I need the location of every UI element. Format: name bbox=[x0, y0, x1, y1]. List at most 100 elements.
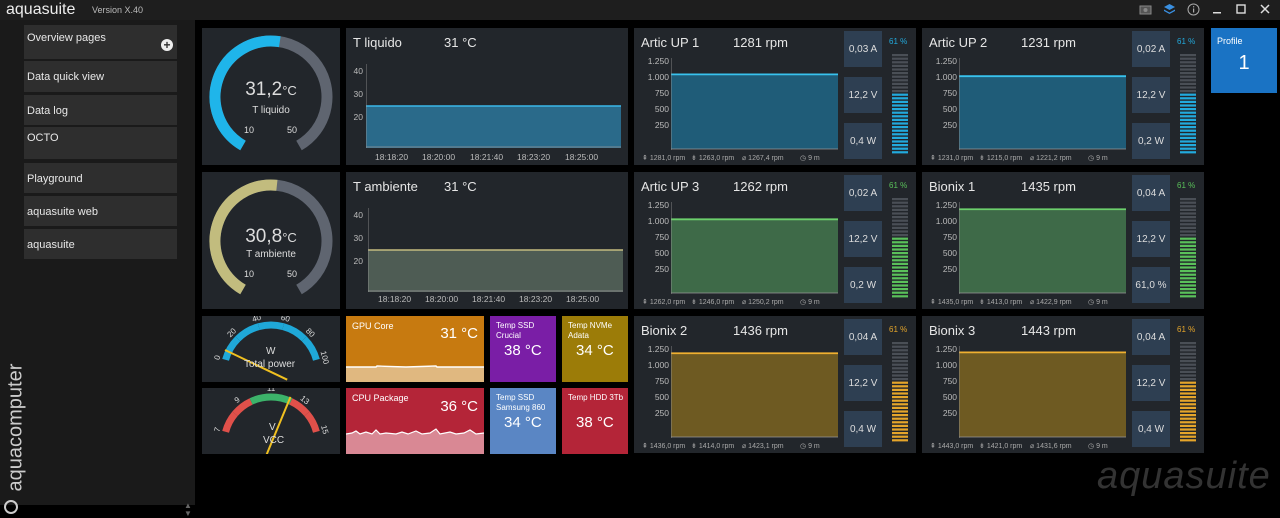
tile-temp-ssd-crucial: Temp SSD Crucial 38 °C bbox=[490, 316, 556, 382]
stat-max: ⇞ 1281,0 rpm bbox=[642, 155, 686, 162]
sidebar-item-octo[interactable]: OCTO bbox=[24, 127, 177, 159]
fan-current: 0,03 A bbox=[844, 31, 882, 67]
stat-max: ⇞ 1231,0 rpm bbox=[930, 155, 974, 162]
fan-current: 0,02 A bbox=[844, 175, 882, 211]
add-page-icon[interactable]: + bbox=[161, 39, 173, 51]
sidebar-item-data-quick-view[interactable]: Data quick view bbox=[24, 61, 177, 92]
fan-rpm-chart bbox=[959, 58, 1126, 150]
stat-window: ◷ 9 m bbox=[1088, 155, 1108, 162]
x-tick: 18:21:40 bbox=[470, 152, 504, 162]
gauge-value: 30,8°C bbox=[202, 226, 340, 248]
fan-rpm-area bbox=[959, 209, 1126, 293]
profile-label: Profile bbox=[1217, 36, 1243, 46]
fan-power: 0,4 W bbox=[844, 411, 882, 447]
fan-level-bars bbox=[1180, 198, 1196, 298]
sidebar: Overview pages + Data quick view Data lo… bbox=[0, 20, 195, 518]
stat-min: ⇟ 1414,0 rpm bbox=[691, 443, 735, 450]
fan-rpm: 1435 rpm bbox=[1021, 179, 1076, 194]
dial-tick: 60 bbox=[280, 316, 291, 324]
y-tick: 1.250 bbox=[935, 56, 957, 66]
y-tick: 500 bbox=[942, 104, 957, 114]
profile-button[interactable]: Profile 1 bbox=[1211, 28, 1277, 93]
fan-level-bars bbox=[1180, 54, 1196, 154]
stat-avg: ⌀ 1250,2 rpm bbox=[742, 299, 784, 306]
y-tick: 30 bbox=[353, 233, 363, 243]
gauge-value: 31,2°C bbox=[202, 79, 340, 101]
stat-max: ⇞ 1435,0 rpm bbox=[930, 299, 974, 306]
tile-label: Temp HDD 3Tb bbox=[568, 393, 624, 402]
stat-window: ◷ 9 m bbox=[1088, 299, 1108, 306]
y-tick: 750 bbox=[654, 88, 669, 98]
stat-window: ◷ 9 m bbox=[800, 443, 820, 450]
maximize-icon[interactable] bbox=[1234, 2, 1248, 16]
dial-tick: 100 bbox=[319, 350, 331, 366]
dial-needle bbox=[263, 396, 292, 461]
sidebar-item-playground[interactable]: Playground bbox=[24, 163, 177, 193]
fan-voltage: 12,2 V bbox=[1132, 365, 1170, 401]
chart-title: T ambiente bbox=[353, 179, 418, 194]
fan-voltage: 12,2 V bbox=[844, 221, 882, 257]
dial-unit: W bbox=[266, 346, 276, 357]
dial-tick: 0 bbox=[212, 354, 222, 361]
tile-value: 34 °C bbox=[504, 414, 542, 431]
dial-needle bbox=[224, 349, 288, 381]
y-tick: 1.250 bbox=[935, 344, 957, 354]
gauge-label: T liquido bbox=[252, 105, 290, 116]
y-tick: 20 bbox=[353, 112, 363, 122]
x-tick: 18:20:00 bbox=[425, 294, 459, 304]
close-icon[interactable] bbox=[1258, 2, 1272, 16]
gauge-t-liquido bbox=[209, 35, 333, 151]
minimize-icon[interactable] bbox=[1210, 2, 1224, 16]
sidebar-item-aquasuite[interactable]: aquasuite bbox=[24, 229, 177, 259]
sidebar-item-aquasuite-web[interactable]: aquasuite web bbox=[24, 196, 177, 226]
app-title: aquasuite bbox=[6, 1, 76, 18]
sidebar-item-overview-pages[interactable]: Overview pages + bbox=[24, 25, 177, 59]
y-tick: 250 bbox=[942, 264, 957, 274]
fan-panel: Bionix 3 1443 rpm 1.250 1.000 750 500 250 ⇞ … bbox=[922, 316, 1204, 453]
fan-rpm-chart bbox=[671, 346, 838, 438]
camera-icon[interactable] bbox=[1138, 2, 1152, 16]
fan-rpm-area bbox=[959, 352, 1126, 437]
fan-panel: Bionix 2 1436 rpm 1.250 1.000 750 500 250 ⇞ … bbox=[634, 316, 916, 453]
gauge-panel-t-liquido: 31,2°C T liquido 10 50 bbox=[202, 28, 340, 165]
stat-min: ⇟ 1421,0 rpm bbox=[979, 443, 1023, 450]
tile-cpu-package: CPU Package 36 °C bbox=[346, 388, 484, 454]
stat-min: ⇟ 1246,0 rpm bbox=[691, 299, 735, 306]
dial-label: Total power bbox=[244, 359, 296, 370]
x-tick: 18:20:00 bbox=[422, 152, 456, 162]
fan-rpm-area bbox=[671, 74, 838, 149]
stat-min: ⇟ 1263,0 rpm bbox=[691, 155, 735, 162]
chart-value: 31 °C bbox=[444, 179, 477, 194]
info-icon[interactable] bbox=[1186, 2, 1200, 16]
sidebar-item-label: aquasuite web bbox=[27, 206, 98, 218]
dial-panel-vcc: 7 9 11 13 15 V VCC bbox=[202, 384, 340, 461]
scroll-arrows-icon[interactable]: ▲ ▼ bbox=[184, 501, 192, 518]
fan-level-bars bbox=[892, 198, 908, 298]
stat-window: ◷ 9 m bbox=[800, 155, 820, 162]
fan-rpm: 1231 rpm bbox=[1021, 35, 1076, 50]
chart-plot bbox=[368, 208, 623, 292]
y-tick: 1.000 bbox=[935, 360, 957, 370]
fan-voltage: 12,2 V bbox=[1132, 221, 1170, 257]
sidebar-item-data-log[interactable]: Data log bbox=[24, 95, 177, 125]
x-tick: 18:25:00 bbox=[566, 294, 600, 304]
fan-percent: 61 % bbox=[889, 325, 908, 334]
fan-name: Artic UP 2 bbox=[929, 35, 988, 50]
fan-power: 0,2 W bbox=[1132, 123, 1170, 159]
fan-rpm: 1262 rpm bbox=[733, 179, 788, 194]
gauge-label: T ambiente bbox=[246, 249, 296, 260]
y-tick: 250 bbox=[654, 408, 669, 418]
gauge-max: 50 bbox=[287, 125, 298, 135]
sidebar-item-label: aquasuite bbox=[27, 239, 75, 251]
x-tick: 18:23:20 bbox=[519, 294, 553, 304]
y-tick: 1.000 bbox=[647, 72, 669, 82]
layers-icon[interactable] bbox=[1162, 2, 1176, 16]
title-bar: aquasuite Version X.40 bbox=[0, 0, 1280, 20]
sidebar-item-label: Data quick view bbox=[27, 71, 105, 83]
y-tick: 40 bbox=[353, 210, 363, 220]
profile-number: 1 bbox=[1238, 52, 1250, 74]
fan-current: 0,04 A bbox=[1132, 319, 1170, 355]
gauge-t-ambiente bbox=[209, 179, 333, 295]
